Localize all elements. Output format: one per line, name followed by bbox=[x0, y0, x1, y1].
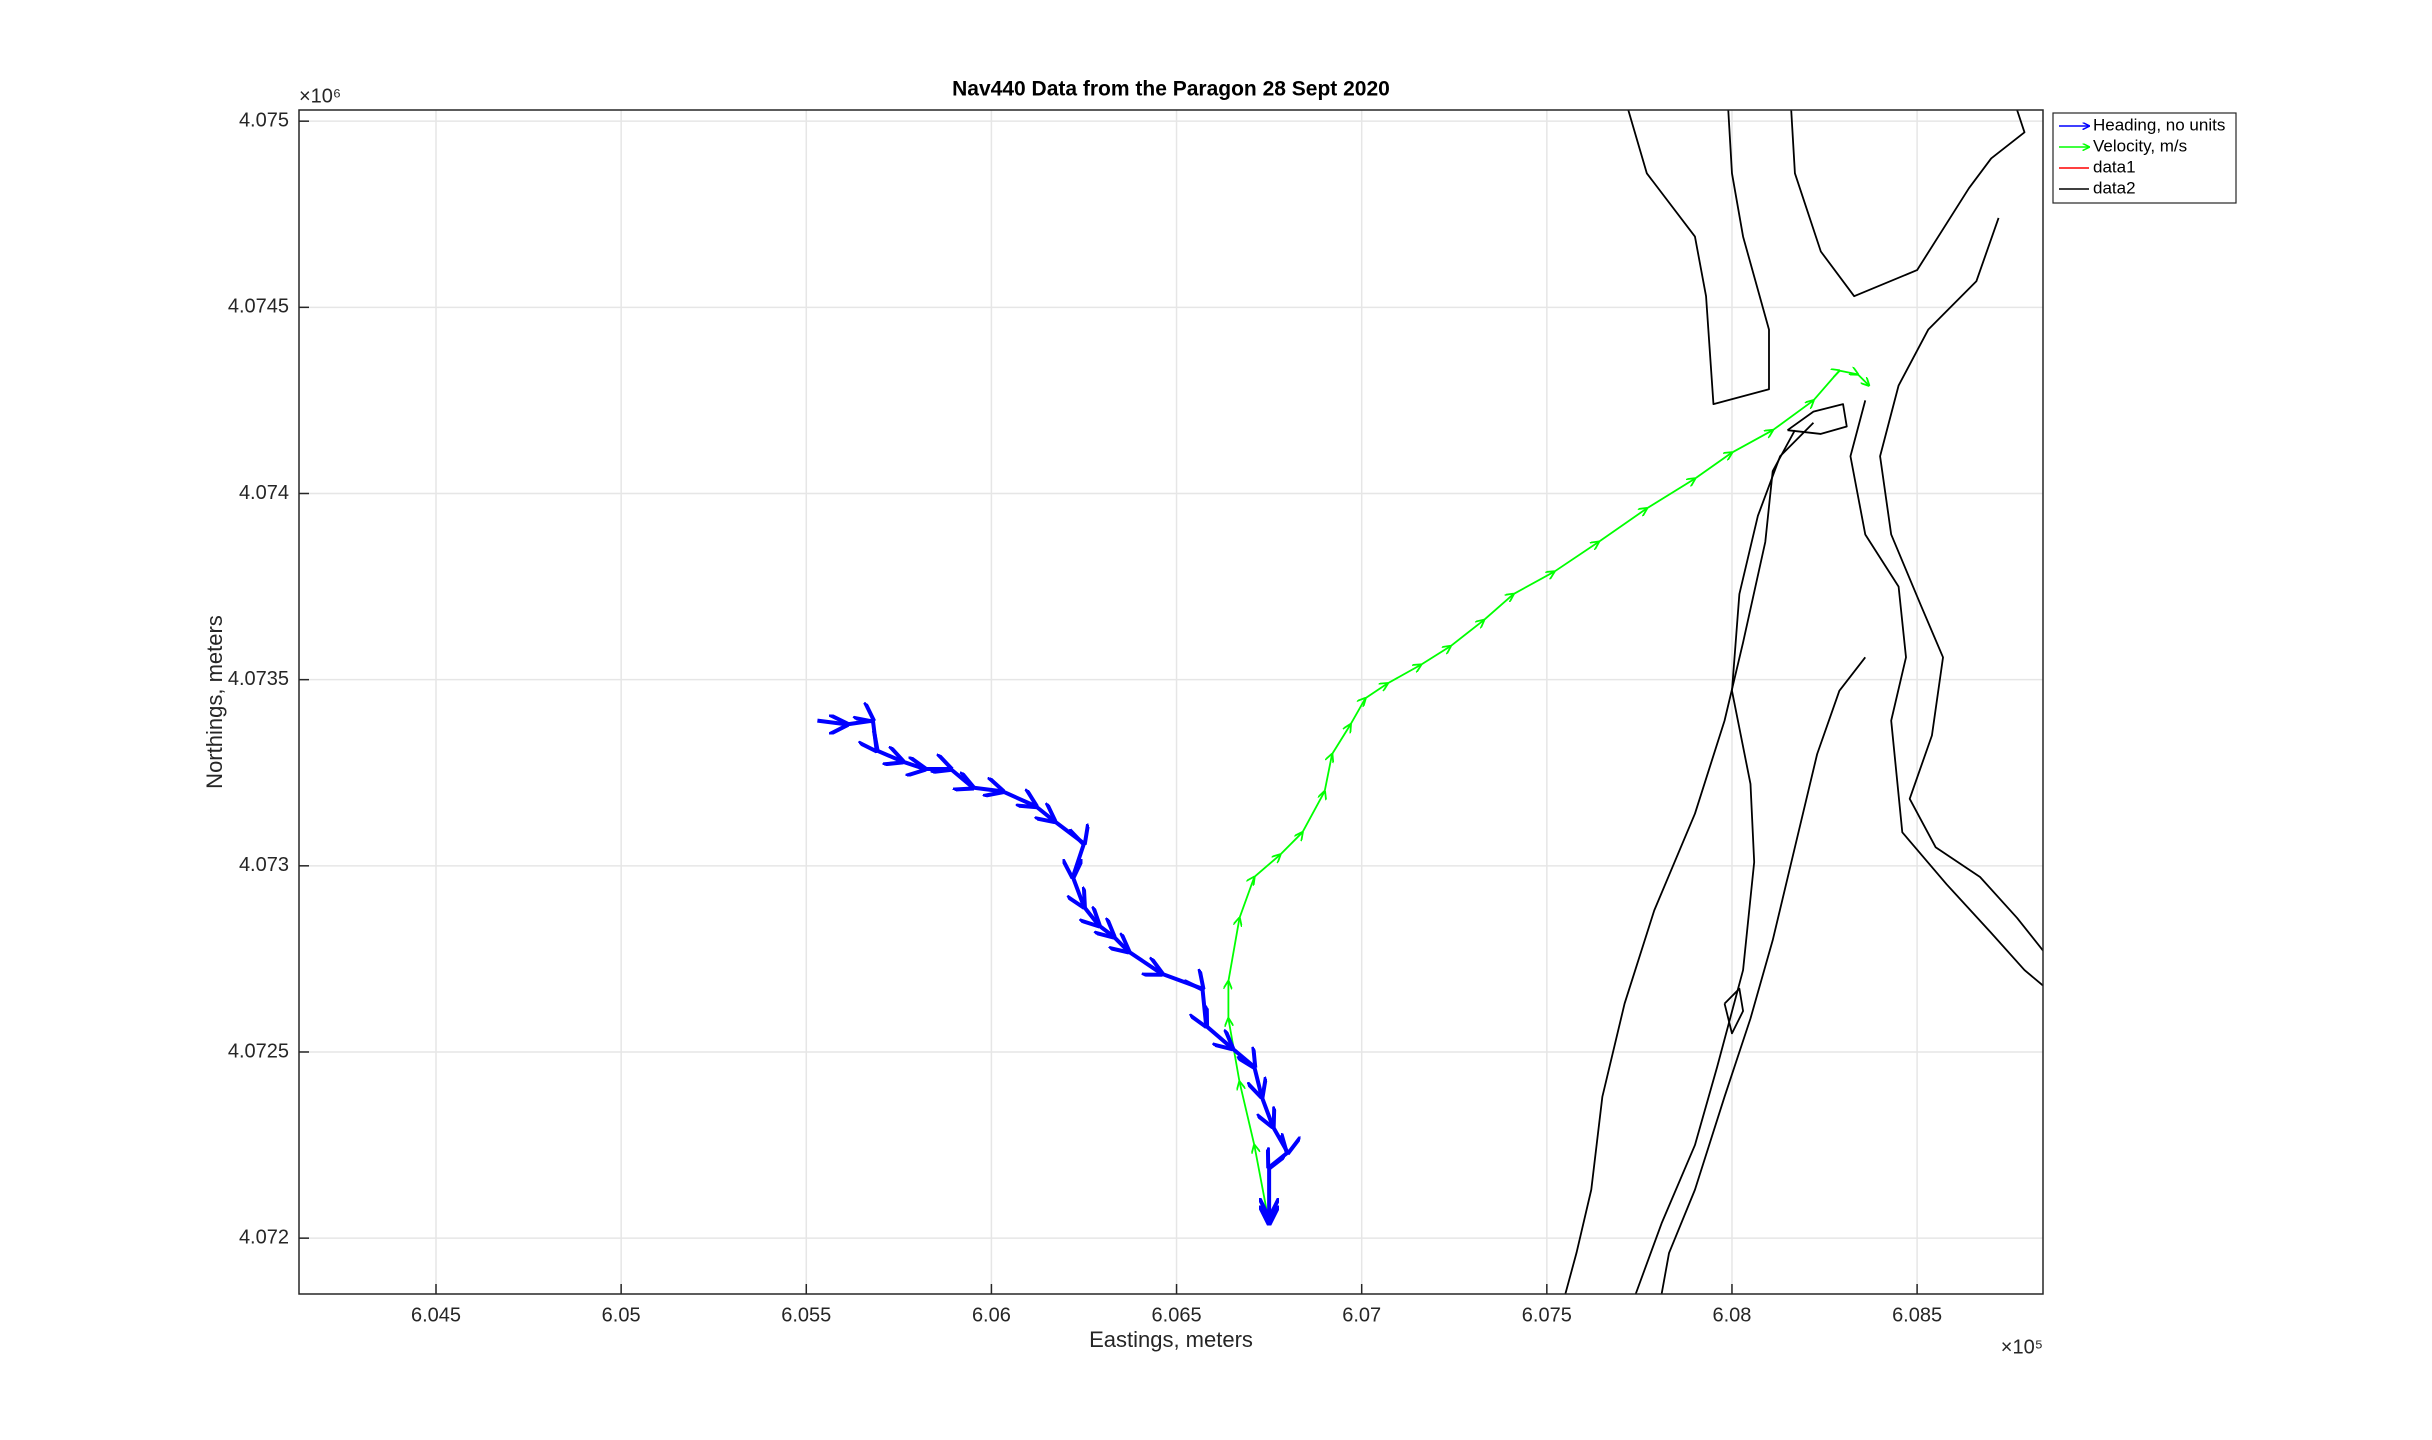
axes-box bbox=[298, 109, 2044, 1295]
x-tick-label: 6.075 bbox=[1522, 1304, 1572, 1326]
x-tick-label: 6.06 bbox=[972, 1304, 1011, 1326]
y-tick-label: 4.0735 bbox=[228, 668, 289, 690]
legend-label: data1 bbox=[2093, 157, 2136, 176]
series-line bbox=[817, 721, 1287, 1224]
x-tick-label: 6.055 bbox=[781, 1304, 831, 1326]
y-tick-label: 4.0745 bbox=[228, 296, 289, 318]
x-tick-label: 6.065 bbox=[1152, 1304, 1202, 1326]
y-tick-label: 4.075 bbox=[239, 109, 289, 131]
y-exponent: ×10⁶ bbox=[299, 85, 341, 107]
y-axis-label: Northings, meters bbox=[202, 615, 227, 789]
y-tick-label: 4.072 bbox=[239, 1226, 289, 1248]
x-tick-label: 6.085 bbox=[1892, 1304, 1942, 1326]
y-tick-label: 4.073 bbox=[239, 854, 289, 876]
chart-title: Nav440 Data from the Paragon 28 Sept 202… bbox=[952, 78, 1390, 101]
series-line bbox=[1879, 217, 2043, 952]
series-line bbox=[1790, 110, 2026, 298]
x-axis-label: Eastings, meters bbox=[1089, 1327, 1253, 1352]
y-tick-label: 4.074 bbox=[239, 482, 289, 504]
x-tick-label: 6.08 bbox=[1712, 1304, 1751, 1326]
legend-label: Heading, no units bbox=[2093, 115, 2225, 134]
x-tick-label: 6.07 bbox=[1342, 1304, 1381, 1326]
y-tick-label: 4.0725 bbox=[228, 1040, 289, 1062]
x-tick-label: 6.05 bbox=[602, 1304, 641, 1326]
legend-label: Velocity, m/s bbox=[2093, 136, 2187, 155]
x-exponent: ×10⁵ bbox=[2001, 1336, 2043, 1358]
legend-label: data2 bbox=[2093, 178, 2136, 197]
x-tick-label: 6.045 bbox=[411, 1304, 461, 1326]
plot-area bbox=[817, 110, 2043, 1294]
